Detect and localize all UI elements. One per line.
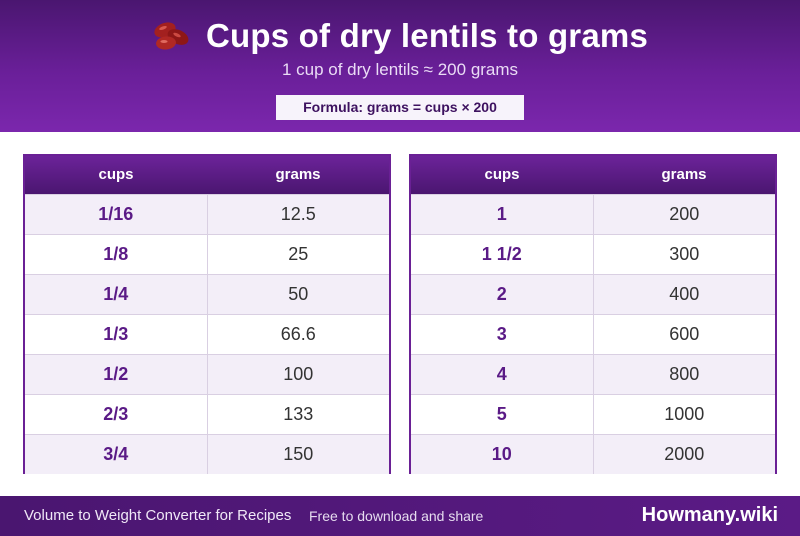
cups-cell: 3/4 xyxy=(25,435,208,474)
page-title: Cups of dry lentils to grams xyxy=(206,17,648,54)
table-body: 1/16 12.5 1/8 25 1/4 50 1/3 66.6 1/2 100 2/3 1… xyxy=(25,194,389,474)
grams-cell: 25 xyxy=(288,244,309,264)
column-header-cups: cups xyxy=(98,166,134,183)
cups-cell: 3 xyxy=(411,315,594,354)
grams-cell: 12.5 xyxy=(280,204,316,224)
table-row: 1/2 100 xyxy=(25,354,389,394)
table-header: cups grams xyxy=(411,156,775,194)
cups-cell: 1/2 xyxy=(25,355,208,394)
table-body: 1 200 1 1/2 300 2 400 3 600 4 800 5 1000 10 200… xyxy=(411,194,775,474)
grams-cell: 600 xyxy=(669,324,700,344)
grams-cell: 133 xyxy=(283,404,314,424)
cups-cell: 1/16 xyxy=(25,195,208,234)
grams-cell: 1000 xyxy=(664,404,705,424)
cups-cell: 1/3 xyxy=(25,315,208,354)
grams-cell: 300 xyxy=(669,244,700,264)
table-row: 2 400 xyxy=(411,274,775,314)
kidney-beans-icon xyxy=(154,22,189,50)
grams-cell: 200 xyxy=(669,204,700,224)
column-header-grams: grams xyxy=(275,166,321,183)
grams-cell: 2000 xyxy=(664,444,705,464)
cups-cell: 1/4 xyxy=(25,275,208,314)
table-row: 10 2000 xyxy=(411,434,775,474)
cups-cell: 5 xyxy=(411,395,594,434)
table-row: 1 1/2 300 xyxy=(411,234,775,274)
grams-cell: 150 xyxy=(283,444,314,464)
grams-cell: 50 xyxy=(288,284,309,304)
footer-bar: Volume to Weight Converter for Recipes F… xyxy=(0,496,800,536)
table-header: cups grams xyxy=(25,156,389,194)
cups-cell: 2 xyxy=(411,275,594,314)
conversion-table-small: cups grams 1/16 12.5 1/8 25 1/4 50 1/3 66.6 … xyxy=(23,154,391,474)
brand-logo-text[interactable]: Howmany.wiki xyxy=(641,504,778,526)
cups-cell: 4 xyxy=(411,355,594,394)
column-header-grams: grams xyxy=(661,166,707,183)
formula-badge: Formula: grams = cups × 200 xyxy=(276,95,524,120)
table-row: 3 600 xyxy=(411,314,775,354)
grams-cell: 400 xyxy=(669,284,700,304)
cups-cell: 1 xyxy=(411,195,594,234)
table-row: 5 1000 xyxy=(411,394,775,434)
table-row: 1 200 xyxy=(411,194,775,234)
table-row: 2/3 133 xyxy=(25,394,389,434)
grams-cell: 100 xyxy=(283,364,314,384)
footer-converter-text: Volume to Weight Converter for Recipes xyxy=(24,507,292,524)
grams-cell: 66.6 xyxy=(280,324,316,344)
table-row: 3/4 150 xyxy=(25,434,389,474)
grams-cell: 800 xyxy=(669,364,700,384)
header-banner: Cups of dry lentils to grams 1 cup of dr… xyxy=(0,0,800,132)
cups-cell: 10 xyxy=(411,435,594,474)
page-subtitle: 1 cup of dry lentils ≈ 200 grams xyxy=(281,60,519,79)
column-header-cups: cups xyxy=(484,166,520,183)
cups-cell: 1/8 xyxy=(25,235,208,274)
footer-share-text: Free to download and share xyxy=(309,508,484,524)
table-row: 4 800 xyxy=(411,354,775,394)
table-row: 1/16 12.5 xyxy=(25,194,389,234)
table-row: 1/8 25 xyxy=(25,234,389,274)
cups-cell: 2/3 xyxy=(25,395,208,434)
cups-cell: 1 1/2 xyxy=(411,235,594,274)
table-row: 1/3 66.6 xyxy=(25,314,389,354)
conversion-table-large: cups grams 1 200 1 1/2 300 2 400 3 600 4 800 … xyxy=(409,154,777,474)
table-row: 1/4 50 xyxy=(25,274,389,314)
title-row: Cups of dry lentils to grams xyxy=(0,14,800,58)
